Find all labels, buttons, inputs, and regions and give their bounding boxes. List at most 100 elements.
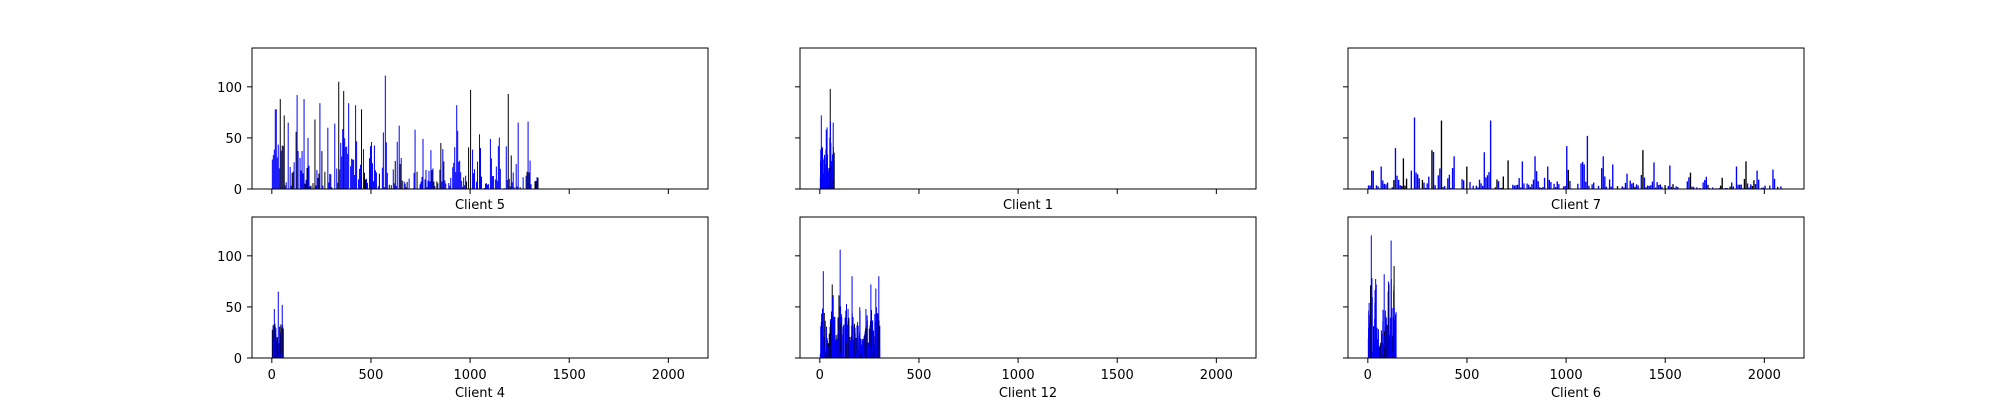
bar — [365, 179, 367, 189]
bar — [1437, 175, 1439, 189]
bar — [1689, 172, 1692, 189]
bar — [1494, 187, 1497, 189]
bar — [1440, 120, 1443, 189]
bar — [450, 177, 452, 189]
bar — [1475, 185, 1478, 189]
bar — [305, 179, 307, 189]
bar — [1393, 180, 1395, 189]
bar — [853, 323, 855, 358]
bar — [824, 180, 826, 189]
bar — [1748, 187, 1750, 189]
bar — [443, 161, 445, 189]
bar — [1448, 174, 1451, 189]
bar — [867, 347, 869, 358]
bar — [1602, 156, 1604, 189]
bar — [432, 168, 434, 189]
bar — [1462, 180, 1465, 189]
bar — [1547, 166, 1549, 189]
x-tick-label: 0 — [816, 368, 824, 383]
bar — [345, 147, 347, 189]
bar — [271, 329, 273, 358]
bar — [459, 160, 461, 189]
bar — [340, 142, 342, 189]
axes-frame — [251, 216, 709, 359]
panel-title: Client 12 — [999, 386, 1057, 400]
bar — [455, 172, 457, 189]
bar — [309, 186, 311, 189]
bar — [1426, 183, 1428, 189]
bar — [843, 324, 845, 358]
bar — [827, 343, 829, 358]
bar — [436, 181, 438, 189]
bar — [1518, 178, 1520, 189]
bar — [536, 177, 538, 189]
bar — [468, 147, 470, 189]
bar — [1656, 182, 1658, 189]
bar — [434, 186, 436, 189]
panel-client-5: 0 50 100 Client 5 — [217, 47, 709, 213]
bar-series — [819, 88, 835, 189]
bar-series — [819, 249, 881, 358]
bar — [390, 185, 392, 189]
bar — [355, 105, 357, 189]
bar — [1626, 173, 1628, 189]
bar — [312, 183, 314, 189]
bar — [485, 183, 487, 189]
bar — [1534, 156, 1536, 189]
bar — [394, 160, 396, 189]
bar — [273, 149, 275, 189]
bar — [868, 328, 870, 358]
bar — [1523, 183, 1525, 189]
bar — [282, 328, 284, 358]
panel-title: Client 5 — [455, 198, 505, 213]
panel-client-12: 0 500 1000 1500 2000 Client 12 — [795, 216, 1257, 400]
bar — [486, 184, 488, 189]
bar — [1391, 308, 1393, 358]
bar — [1371, 170, 1373, 189]
x-tick-label: 0 — [1364, 368, 1372, 383]
bar — [1650, 185, 1652, 189]
bar — [836, 339, 838, 358]
bar — [361, 109, 363, 189]
bar — [866, 320, 868, 358]
bar — [461, 180, 463, 189]
bar — [487, 184, 489, 189]
bar — [878, 276, 880, 358]
bar — [530, 184, 532, 189]
bar — [1386, 182, 1389, 189]
bar — [1597, 185, 1600, 189]
bar — [1421, 179, 1424, 189]
bar — [1640, 174, 1642, 189]
bar — [277, 144, 279, 189]
bar — [507, 93, 509, 189]
bar — [1516, 184, 1519, 189]
bar — [535, 181, 537, 189]
bar — [1380, 166, 1382, 189]
bar — [429, 181, 431, 189]
bar — [274, 109, 276, 189]
bar — [1702, 182, 1704, 189]
bar — [1502, 176, 1504, 189]
axes-frame — [799, 216, 1257, 359]
bar — [291, 172, 293, 189]
bar — [401, 180, 403, 189]
bar — [1399, 185, 1401, 189]
bar — [1688, 177, 1690, 189]
bar — [838, 295, 840, 358]
bar — [826, 154, 828, 189]
bar — [457, 130, 459, 189]
bar — [1439, 168, 1441, 189]
bar — [1635, 184, 1638, 189]
bar — [872, 330, 874, 358]
bar — [366, 178, 367, 189]
bar — [859, 311, 861, 358]
bar — [460, 172, 462, 189]
bar — [413, 172, 415, 189]
y-tick-label: 100 — [217, 250, 242, 265]
bar — [404, 183, 406, 189]
bar — [1707, 184, 1709, 189]
x-tick-label: 1000 — [454, 368, 487, 383]
bar — [431, 170, 433, 189]
bar — [1692, 186, 1695, 189]
bar — [378, 173, 380, 189]
